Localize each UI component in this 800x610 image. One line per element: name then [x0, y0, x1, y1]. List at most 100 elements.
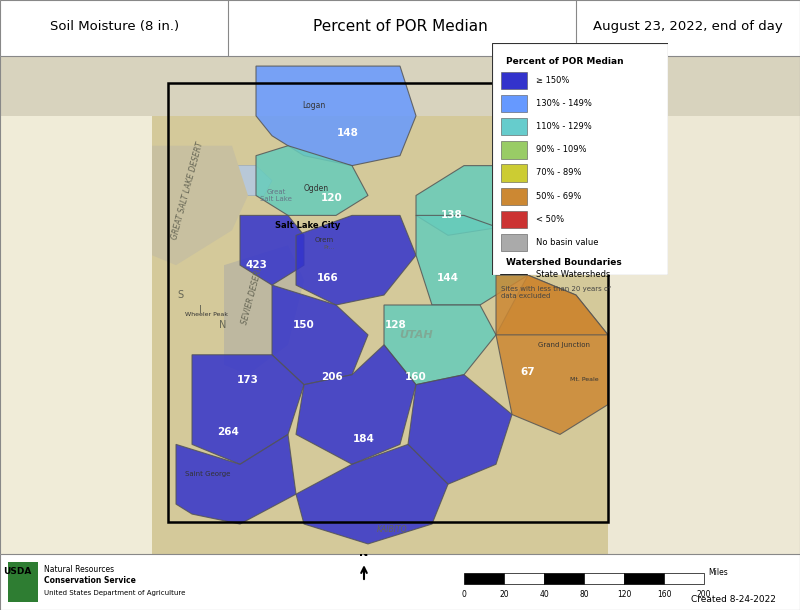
Text: Salt Lake City: Salt Lake City	[275, 221, 341, 230]
Text: 70% - 89%: 70% - 89%	[536, 168, 582, 178]
Text: I: I	[554, 151, 557, 160]
Text: August 23, 2022, end of day: August 23, 2022, end of day	[593, 21, 783, 34]
Polygon shape	[496, 275, 608, 335]
Text: 40: 40	[539, 590, 549, 599]
Text: USDA: USDA	[3, 567, 31, 576]
Bar	[501, 234, 527, 251]
Bar	[624, 573, 664, 584]
Text: UTAH: UTAH	[399, 330, 433, 340]
Text: Percent of POR Median: Percent of POR Median	[313, 20, 487, 34]
Text: I: I	[198, 305, 202, 315]
Text: 206: 206	[321, 372, 343, 382]
Polygon shape	[228, 166, 272, 195]
Text: < 50%: < 50%	[536, 215, 564, 224]
Text: EAST
PLATEAU: EAST PLATEAU	[530, 260, 558, 271]
Bar	[0, 56, 152, 554]
Bar	[504, 573, 544, 584]
Bar	[501, 118, 527, 135]
Text: EAST
CAVAPUTS: EAST CAVAPUTS	[552, 230, 584, 241]
Polygon shape	[256, 66, 416, 166]
Text: N: N	[218, 320, 226, 330]
Text: N: N	[558, 171, 565, 180]
Text: 0: 0	[462, 590, 466, 599]
Text: 67: 67	[521, 367, 535, 377]
Text: M: M	[540, 131, 548, 140]
Text: Orem: Orem	[314, 237, 334, 243]
Polygon shape	[176, 434, 296, 524]
Bar	[664, 573, 704, 584]
Text: Logan: Logan	[302, 101, 326, 110]
Polygon shape	[296, 345, 416, 464]
Polygon shape	[240, 215, 304, 285]
Polygon shape	[496, 275, 608, 434]
Text: 160: 160	[657, 590, 671, 599]
Text: Conservation Service: Conservation Service	[44, 576, 136, 586]
Text: Watershed Boundaries: Watershed Boundaries	[506, 258, 622, 267]
Bar	[608, 56, 800, 554]
Text: United States Department of Agriculture: United States Department of Agriculture	[44, 590, 186, 596]
Text: 120: 120	[617, 590, 631, 599]
Text: Saint George: Saint George	[186, 472, 230, 477]
Text: State Watersheds: State Watersheds	[536, 270, 610, 279]
Text: 423: 423	[245, 260, 267, 270]
Polygon shape	[152, 146, 248, 265]
Text: KAIBITO: KAIBITO	[377, 525, 407, 534]
Text: 110% - 129%: 110% - 129%	[536, 122, 592, 131]
Polygon shape	[8, 562, 38, 601]
Text: Grand Junction: Grand Junction	[538, 342, 590, 348]
Bar	[501, 71, 527, 89]
Text: 138: 138	[441, 210, 463, 220]
Text: No basin value: No basin value	[536, 238, 598, 247]
Text: 150: 150	[293, 320, 315, 330]
Text: Mt. Peale: Mt. Peale	[570, 377, 598, 382]
Polygon shape	[224, 245, 304, 375]
Text: Miles: Miles	[708, 569, 728, 578]
Bar	[0, 56, 800, 116]
Polygon shape	[416, 166, 544, 235]
Text: 128: 128	[385, 320, 407, 330]
Text: Natural Resources: Natural Resources	[44, 565, 114, 574]
Text: 173: 173	[237, 375, 259, 385]
Text: 184: 184	[353, 434, 375, 445]
Text: Created 8-24-2022: Created 8-24-2022	[691, 595, 776, 605]
Polygon shape	[384, 305, 496, 385]
Text: 120: 120	[321, 193, 343, 203]
Text: 80: 80	[579, 590, 589, 599]
Text: 166: 166	[317, 273, 339, 282]
Text: Pr...: Pr...	[324, 245, 335, 250]
Bar	[464, 573, 504, 584]
Text: GREAT SALT LAKE DESERT: GREAT SALT LAKE DESERT	[170, 141, 206, 240]
Polygon shape	[296, 444, 448, 544]
Text: Soil Moisture (8 in.): Soil Moisture (8 in.)	[50, 21, 179, 34]
Bar	[544, 573, 584, 584]
Bar	[501, 141, 527, 159]
Text: ≥ 150%: ≥ 150%	[536, 76, 570, 85]
Text: 144: 144	[437, 273, 459, 282]
Text: 264: 264	[217, 427, 239, 437]
Polygon shape	[408, 375, 512, 484]
Text: 20: 20	[499, 590, 509, 599]
Text: 200: 200	[697, 590, 711, 599]
Polygon shape	[256, 146, 368, 215]
Polygon shape	[192, 355, 304, 464]
Bar	[501, 211, 527, 228]
Text: SEVIER DESERT: SEVIER DESERT	[241, 265, 265, 325]
Text: Sites with less than 20 years of
data excluded: Sites with less than 20 years of data ex…	[501, 286, 610, 299]
Bar	[501, 164, 527, 182]
Text: N: N	[359, 548, 369, 558]
Text: 148: 148	[337, 128, 359, 138]
Polygon shape	[416, 215, 528, 305]
Polygon shape	[272, 285, 368, 385]
Text: Percent of POR Median: Percent of POR Median	[506, 57, 624, 66]
Bar	[501, 95, 527, 112]
Text: Wheeler Peak: Wheeler Peak	[185, 312, 228, 317]
Text: 160: 160	[405, 372, 427, 382]
Text: S: S	[177, 290, 183, 300]
Text: 90% - 109%: 90% - 109%	[536, 145, 586, 154]
Text: 50% - 69%: 50% - 69%	[536, 192, 582, 201]
Text: Great
Salt Lake: Great Salt Lake	[260, 189, 292, 202]
Bar	[584, 573, 624, 584]
Text: 130% - 149%: 130% - 149%	[536, 99, 592, 108]
Bar	[501, 188, 527, 205]
Bar	[168, 84, 608, 522]
